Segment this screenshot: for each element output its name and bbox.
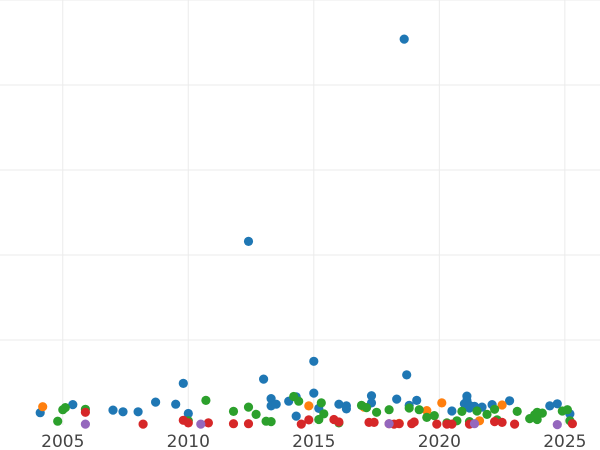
data-point	[404, 403, 414, 413]
data-point	[304, 415, 314, 425]
data-point	[512, 406, 522, 416]
data-point	[490, 404, 500, 414]
data-point	[409, 417, 419, 427]
data-point	[183, 418, 193, 428]
x-axis-tick-labels: 2005 2010 2015 2020 2025	[41, 432, 586, 450]
data-point	[196, 419, 206, 429]
data-point	[537, 408, 547, 418]
data-point	[505, 396, 515, 406]
vertical-gridlines	[62, 0, 566, 425]
data-point	[490, 417, 500, 427]
data-point	[309, 388, 319, 398]
x-tick-label: 2010	[167, 432, 210, 450]
data-point	[80, 419, 90, 429]
data-point	[68, 400, 78, 410]
data-point	[384, 405, 394, 415]
data-point	[53, 416, 63, 426]
data-point	[251, 409, 261, 419]
x-tick-label: 2020	[418, 432, 461, 450]
data-point	[294, 396, 304, 406]
data-point	[38, 402, 48, 412]
data-point	[171, 399, 181, 409]
data-point	[384, 419, 394, 429]
data-point	[532, 414, 542, 425]
data-point	[497, 400, 507, 410]
data-point	[201, 395, 211, 405]
data-point	[133, 407, 143, 417]
x-tick-label: 2005	[41, 432, 84, 450]
data-point	[399, 34, 409, 44]
data-point	[394, 419, 404, 429]
data-point	[334, 399, 344, 409]
data-point	[243, 402, 254, 412]
data-points	[35, 34, 578, 430]
data-point	[60, 403, 70, 413]
data-point	[402, 370, 412, 380]
data-point	[334, 417, 344, 427]
data-point	[422, 412, 432, 422]
data-point	[429, 411, 439, 421]
data-point	[447, 419, 457, 429]
data-point	[437, 398, 447, 408]
data-point	[361, 403, 372, 413]
data-point	[369, 417, 379, 427]
data-point	[497, 417, 507, 427]
data-point	[178, 378, 188, 388]
data-point	[183, 408, 193, 419]
data-point	[108, 405, 118, 415]
data-point	[414, 405, 424, 415]
data-point	[552, 420, 562, 430]
data-point	[271, 399, 281, 409]
data-point	[412, 395, 422, 405]
data-point	[319, 409, 329, 419]
data-point	[304, 401, 314, 411]
data-point	[309, 356, 319, 366]
data-point	[447, 406, 457, 416]
data-point	[372, 407, 382, 417]
data-point	[80, 407, 90, 417]
data-point	[552, 399, 562, 409]
data-point	[316, 398, 326, 408]
data-point	[567, 419, 578, 429]
data-point	[296, 419, 306, 429]
data-point	[422, 406, 432, 416]
data-point	[457, 406, 467, 416]
data-point	[366, 391, 377, 401]
x-tick-label: 2025	[543, 432, 586, 450]
data-point	[341, 401, 351, 411]
data-point	[266, 417, 276, 427]
data-point	[562, 405, 573, 415]
data-point	[138, 419, 148, 429]
data-point	[472, 406, 482, 416]
data-point	[243, 419, 254, 429]
data-point	[151, 397, 161, 407]
data-point	[259, 374, 269, 384]
data-point	[392, 394, 402, 404]
data-point	[203, 418, 213, 428]
data-point	[482, 409, 492, 419]
data-point	[509, 419, 520, 429]
data-point	[228, 419, 239, 429]
data-point	[228, 406, 239, 416]
x-tick-label: 2015	[292, 432, 335, 450]
horizontal-gridlines	[0, 0, 600, 341]
data-point	[118, 407, 128, 417]
data-point	[545, 401, 555, 411]
data-point	[469, 419, 480, 429]
data-point	[432, 419, 442, 429]
data-point	[291, 411, 301, 421]
data-point	[243, 236, 254, 246]
